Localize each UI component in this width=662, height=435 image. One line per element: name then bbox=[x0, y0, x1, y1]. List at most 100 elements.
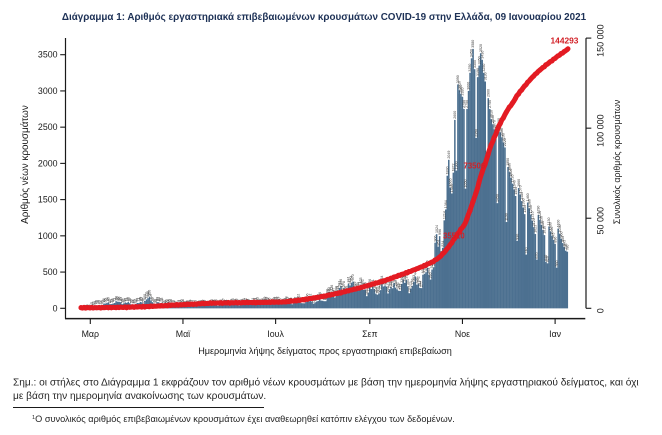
svg-text:34: 34 bbox=[93, 301, 97, 305]
svg-text:354: 354 bbox=[350, 275, 354, 281]
svg-text:187: 187 bbox=[376, 288, 380, 294]
svg-text:88: 88 bbox=[139, 297, 143, 301]
svg-text:43: 43 bbox=[178, 300, 182, 304]
svg-text:670: 670 bbox=[535, 253, 539, 259]
svg-text:67: 67 bbox=[122, 298, 126, 302]
svg-text:1030: 1030 bbox=[558, 224, 562, 232]
svg-text:2540: 2540 bbox=[491, 115, 495, 123]
svg-text:3250: 3250 bbox=[468, 64, 472, 72]
svg-text:239: 239 bbox=[398, 284, 402, 290]
svg-text:3000: 3000 bbox=[467, 82, 471, 90]
svg-text:264: 264 bbox=[388, 282, 392, 288]
svg-text:168: 168 bbox=[325, 289, 329, 295]
svg-text:1100: 1100 bbox=[556, 220, 560, 228]
svg-text:282: 282 bbox=[418, 281, 422, 287]
svg-text:2610: 2610 bbox=[489, 110, 493, 118]
svg-text:3090: 3090 bbox=[456, 75, 460, 83]
svg-text:50: 50 bbox=[164, 299, 168, 303]
svg-text:67: 67 bbox=[152, 298, 156, 302]
svg-text:1150: 1150 bbox=[540, 216, 544, 224]
svg-text:1650: 1650 bbox=[464, 180, 468, 188]
svg-text:3000: 3000 bbox=[38, 86, 58, 96]
svg-text:1585: 1585 bbox=[450, 184, 454, 192]
svg-text:1Ο συνολικός αριθμός επιβεβαιω: 1Ο συνολικός αριθμός επιβεβαιωμένων κρου… bbox=[32, 414, 455, 424]
svg-text:2049: 2049 bbox=[447, 151, 451, 159]
svg-text:90: 90 bbox=[117, 297, 121, 301]
svg-text:351: 351 bbox=[403, 276, 407, 282]
svg-text:1880: 1880 bbox=[508, 163, 512, 171]
svg-text:3450: 3450 bbox=[470, 49, 474, 57]
svg-text:0: 0 bbox=[596, 308, 606, 313]
svg-text:Ημερομηνία λήψης δείγματος προ: Ημερομηνία λήψης δείγματος προς εργαστηρ… bbox=[198, 346, 452, 356]
svg-text:325: 325 bbox=[359, 278, 363, 284]
svg-text:3500: 3500 bbox=[38, 50, 58, 60]
svg-text:1390: 1390 bbox=[521, 198, 525, 206]
svg-text:795: 795 bbox=[564, 244, 568, 250]
svg-text:89: 89 bbox=[265, 297, 269, 301]
svg-text:92: 92 bbox=[275, 296, 279, 300]
svg-text:1460: 1460 bbox=[526, 193, 530, 201]
svg-text:2500: 2500 bbox=[38, 122, 58, 132]
svg-text:49: 49 bbox=[133, 300, 137, 304]
svg-text:845: 845 bbox=[562, 240, 566, 246]
svg-text:81: 81 bbox=[123, 297, 127, 301]
svg-text:Μαρ: Μαρ bbox=[82, 329, 99, 339]
svg-text:342: 342 bbox=[417, 276, 421, 282]
svg-text:98: 98 bbox=[114, 296, 118, 300]
svg-text:1000: 1000 bbox=[38, 231, 58, 241]
svg-text:1130: 1130 bbox=[547, 217, 551, 225]
svg-text:63: 63 bbox=[142, 299, 146, 303]
svg-text:205: 205 bbox=[386, 286, 390, 292]
svg-text:250: 250 bbox=[379, 283, 383, 289]
svg-text:560: 560 bbox=[555, 261, 559, 267]
svg-text:271: 271 bbox=[357, 281, 361, 287]
svg-text:122: 122 bbox=[145, 292, 149, 298]
svg-text:2470: 2470 bbox=[493, 120, 497, 128]
svg-text:3350: 3350 bbox=[477, 56, 481, 64]
svg-text:107: 107 bbox=[149, 293, 153, 299]
svg-text:1830: 1830 bbox=[445, 167, 449, 175]
svg-text:2360: 2360 bbox=[500, 128, 504, 136]
svg-text:499: 499 bbox=[424, 265, 428, 271]
svg-text:1640: 1640 bbox=[512, 180, 516, 188]
svg-text:87: 87 bbox=[277, 297, 281, 301]
svg-text:76: 76 bbox=[105, 298, 109, 302]
svg-text:1300: 1300 bbox=[523, 205, 527, 213]
svg-text:49: 49 bbox=[189, 300, 193, 304]
svg-text:3250: 3250 bbox=[482, 64, 486, 72]
svg-text:217: 217 bbox=[366, 285, 370, 291]
svg-text:306: 306 bbox=[368, 279, 372, 285]
svg-text:243: 243 bbox=[397, 284, 401, 290]
svg-text:93: 93 bbox=[284, 296, 288, 300]
svg-text:3010: 3010 bbox=[458, 81, 462, 89]
svg-text:1380: 1380 bbox=[527, 199, 531, 207]
svg-text:1080: 1080 bbox=[541, 221, 545, 229]
svg-text:262: 262 bbox=[395, 282, 399, 288]
svg-text:50: 50 bbox=[180, 299, 184, 303]
svg-text:2920: 2920 bbox=[461, 88, 465, 96]
svg-text:35510: 35510 bbox=[443, 232, 465, 241]
svg-text:2750: 2750 bbox=[462, 100, 466, 108]
svg-text:140: 140 bbox=[146, 291, 150, 297]
svg-text:73: 73 bbox=[113, 298, 117, 302]
svg-text:363: 363 bbox=[412, 275, 416, 281]
svg-text:84: 84 bbox=[157, 297, 161, 301]
svg-text:2750: 2750 bbox=[488, 100, 492, 108]
svg-text:80: 80 bbox=[107, 297, 111, 301]
svg-text:72: 72 bbox=[243, 298, 247, 302]
svg-text:59: 59 bbox=[110, 299, 114, 303]
svg-text:2600: 2600 bbox=[453, 111, 457, 119]
svg-text:906: 906 bbox=[433, 235, 437, 241]
svg-text:310: 310 bbox=[410, 279, 414, 285]
svg-text:1060: 1060 bbox=[549, 222, 553, 230]
svg-text:500: 500 bbox=[43, 267, 58, 277]
svg-text:1480: 1480 bbox=[520, 192, 524, 200]
svg-text:1570: 1570 bbox=[518, 185, 522, 193]
svg-text:73506: 73506 bbox=[464, 162, 486, 171]
svg-text:354: 354 bbox=[380, 275, 384, 281]
svg-text:Νοε: Νοε bbox=[455, 329, 470, 339]
svg-text:Αριθμός νέων κρουσμάτων: Αριθμός νέων κρουσμάτων bbox=[20, 105, 31, 224]
svg-text:273: 273 bbox=[409, 281, 413, 287]
svg-text:156: 156 bbox=[148, 290, 152, 296]
svg-text:394: 394 bbox=[404, 273, 408, 279]
